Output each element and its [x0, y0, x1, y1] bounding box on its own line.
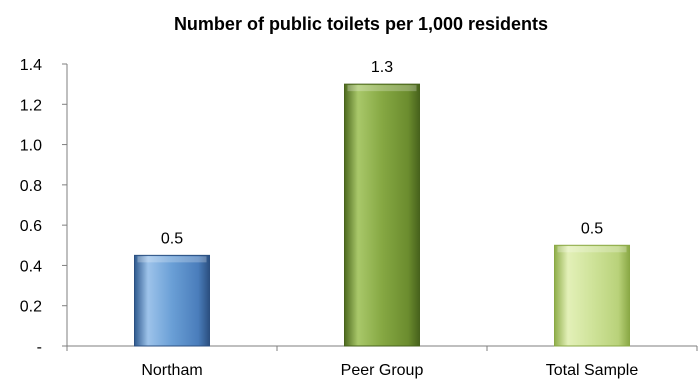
y-tick-label: 1.0: [20, 138, 42, 155]
data-label: 1.3: [371, 59, 393, 76]
y-axis-ticks: - 0.2 0.4 0.6 0.8 1.0 1.2 1.4: [20, 57, 67, 356]
category-label: Northam: [141, 362, 202, 379]
y-tick-label: 1.2: [20, 97, 42, 114]
category-label: Total Sample: [546, 362, 639, 379]
data-label: 0.5: [161, 230, 183, 247]
bar-peer-group: [344, 83, 420, 347]
labels-group: 0.5 Northam 1.3 Peer Group 0.5 Total Sample: [141, 59, 638, 379]
bar-bevel-highlight: [137, 256, 207, 263]
bar-bevel-highlight: [347, 85, 417, 92]
y-tick-label: 0.4: [20, 258, 42, 275]
y-tick-label: 0.6: [20, 218, 42, 235]
bars-group: [134, 83, 630, 347]
x-axis-ticks: [66, 346, 698, 351]
y-tick-label: 0.8: [20, 178, 42, 195]
data-label: 0.5: [581, 220, 603, 237]
bar-total-sample: [554, 244, 630, 347]
chart-title: Number of public toilets per 1,000 resid…: [174, 14, 548, 34]
bar-northam: [134, 254, 210, 347]
category-label: Peer Group: [341, 362, 424, 379]
y-tick-label: 0.2: [20, 299, 42, 316]
y-tick-label: -: [37, 339, 42, 356]
bar-bevel-highlight: [557, 246, 627, 253]
y-tick-label: 1.4: [20, 57, 42, 74]
